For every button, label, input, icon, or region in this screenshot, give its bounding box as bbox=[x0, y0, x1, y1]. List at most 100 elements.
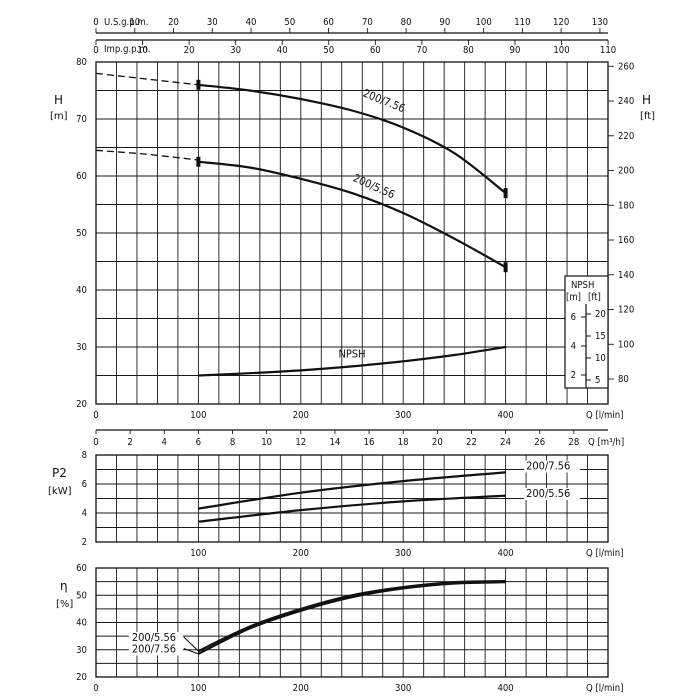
flow-lmin-tick-label: 0 bbox=[93, 410, 98, 421]
curve-extrapolation-dashed bbox=[95, 149, 199, 161]
impgpm-tick-label: 100 bbox=[553, 45, 569, 56]
flow-lmin-axis-label-1: Q [l/min] bbox=[586, 410, 624, 421]
npsh-ft-tick-label: 10 bbox=[595, 353, 606, 364]
power-tick-label: 2 bbox=[82, 537, 87, 548]
impgpm-tick-label: 0 bbox=[93, 45, 98, 56]
power-tick-label: 6 bbox=[82, 479, 87, 490]
head-chart-frame bbox=[95, 61, 609, 405]
efficiency-tick-label: 50 bbox=[76, 590, 87, 601]
efficiency-label-leader bbox=[183, 647, 199, 655]
head-ft-tick-label: 200 bbox=[618, 166, 634, 177]
usgpm-tick-label: 90 bbox=[439, 17, 450, 28]
flow-m3h-tick-label: 2 bbox=[127, 437, 132, 448]
npsh-inset: NPSH [m] [ft] 2 4 6 5 10 15 20 bbox=[564, 275, 609, 389]
usgpm-tick-label: 50 bbox=[284, 17, 295, 28]
head-ft-tick-label: 120 bbox=[618, 305, 634, 316]
efficiency-axis-unit: [%] bbox=[56, 599, 73, 610]
impgpm-tick-label: 70 bbox=[416, 45, 427, 56]
flow-lmin-axis-label-2: Q [l/min] bbox=[586, 548, 624, 559]
usgpm-tick-label: 100 bbox=[475, 17, 491, 28]
flow-lmin-tick-label: 400 bbox=[497, 683, 513, 694]
impgpm-tick-label: 50 bbox=[323, 45, 334, 56]
npsh-inset-title: NPSH bbox=[571, 280, 594, 291]
usgpm-tick-label: 30 bbox=[207, 17, 218, 28]
npsh-inset-unit-ft: [ft] bbox=[588, 292, 601, 303]
flow-lmin-tick-label: 0 bbox=[93, 683, 98, 694]
curve-200-5-56 bbox=[198, 160, 507, 269]
curve-npsh bbox=[198, 345, 506, 377]
flow-m3h-tick-label: 10 bbox=[261, 437, 272, 448]
flow-lmin-tick-label: 200 bbox=[293, 683, 309, 694]
power-chart-frame bbox=[95, 454, 609, 543]
power-curve-label: 200/5.56 bbox=[526, 487, 570, 500]
impgpm-tick-label: 10 bbox=[137, 45, 148, 56]
flow-lmin-tick-label: 100 bbox=[190, 410, 206, 421]
power-axis-label: P2 bbox=[52, 466, 67, 480]
power-tick-label: 4 bbox=[82, 508, 87, 519]
flow-lmin-tick-label: 400 bbox=[497, 548, 513, 559]
head-tick-label: 20 bbox=[76, 399, 87, 410]
efficiency-chart-frame bbox=[95, 567, 609, 678]
npsh-m-tick-label: 6 bbox=[571, 312, 576, 323]
head-axis-label: H bbox=[54, 93, 63, 107]
head-ft-tick-label: 100 bbox=[618, 339, 634, 350]
efficiency-curve-label: 200/7.56 bbox=[132, 642, 176, 655]
flow-lmin-tick-label: 200 bbox=[293, 548, 309, 559]
power-curve-label-bg bbox=[524, 460, 581, 473]
usgpm-tick-label: 60 bbox=[323, 17, 334, 28]
power-curve-200-5-56 bbox=[198, 494, 506, 523]
flow-lmin-tick-label: 100 bbox=[190, 548, 206, 559]
head-tick-label: 40 bbox=[76, 285, 87, 296]
head-tick-label: 70 bbox=[76, 114, 87, 125]
head-ft-tick-label: 260 bbox=[618, 61, 634, 72]
flow-m3h-tick-label: 28 bbox=[568, 437, 579, 448]
flow-lmin-tick-label: 200 bbox=[293, 410, 309, 421]
power-tick-label: 8 bbox=[82, 450, 87, 461]
flow-m3h-tick-label: 8 bbox=[230, 437, 235, 448]
usgpm-tick-label: 0 bbox=[93, 17, 98, 28]
efficiency-curve-200-5-56 bbox=[197, 580, 506, 653]
flow-m3h-tick-label: 6 bbox=[196, 437, 201, 448]
efficiency-curve-label: 200/5.56 bbox=[132, 631, 176, 644]
npsh-m-tick-label: 4 bbox=[571, 341, 576, 352]
head-ft-tick-label: 180 bbox=[618, 200, 634, 211]
usgpm-tick-label: 110 bbox=[514, 17, 530, 28]
curve-label-npsh: NPSH bbox=[338, 347, 365, 360]
head-axis-unit: [m] bbox=[50, 111, 68, 122]
efficiency-chart-panel: 20 30 40 50 60 η [%] 0 100 200 300 400 Q [l/min]… bbox=[56, 563, 624, 694]
head-chart-panel: U.S.g.p.m. Imp.g.p.m. 0 10 20 30 40 50 60 70 80 9… bbox=[50, 17, 655, 448]
power-chart-panel: 2 4 6 8 P2 [kW] 100 200 300 400 Q [l/min] 200/… bbox=[48, 450, 624, 559]
head-tick-label: 50 bbox=[76, 228, 87, 239]
flow-m3h-tick-label: 16 bbox=[364, 437, 375, 448]
head-ft-tick-label: 80 bbox=[618, 374, 629, 385]
curve-200-7-56 bbox=[198, 83, 507, 194]
usgpm-tick-label: 10 bbox=[129, 17, 140, 28]
head-ft-tick-label: 220 bbox=[618, 131, 634, 142]
power-curve-label: 200/7.56 bbox=[526, 460, 570, 473]
flow-lmin-tick-label: 300 bbox=[395, 683, 411, 694]
flow-m3h-tick-label: 0 bbox=[93, 437, 98, 448]
impgpm-tick-label: 20 bbox=[184, 45, 195, 56]
impgpm-tick-label: 30 bbox=[230, 45, 241, 56]
flow-lmin-tick-label: 300 bbox=[395, 548, 411, 559]
flow-m3h-tick-label: 14 bbox=[329, 437, 340, 448]
efficiency-curve-200-7-56 bbox=[197, 581, 506, 655]
flow-m3h-tick-label: 18 bbox=[398, 437, 409, 448]
usgpm-tick-label: 80 bbox=[401, 17, 412, 28]
efficiency-axis-label: η bbox=[60, 579, 68, 593]
usgpm-tick-label: 130 bbox=[592, 17, 608, 28]
head-tick-label: 80 bbox=[76, 57, 87, 68]
usgpm-axis-label: U.S.g.p.m. bbox=[104, 17, 148, 28]
usgpm-tick-label: 20 bbox=[168, 17, 179, 28]
curve-extrapolation-dashed bbox=[95, 72, 199, 86]
flow-m3h-tick-label: 4 bbox=[162, 437, 167, 448]
impgpm-tick-label: 60 bbox=[370, 45, 381, 56]
head-ft-tick-label: 140 bbox=[618, 270, 634, 281]
impgpm-tick-label: 80 bbox=[463, 45, 474, 56]
usgpm-tick-label: 40 bbox=[246, 17, 257, 28]
npsh-m-tick-label: 2 bbox=[571, 370, 576, 381]
head-ft-tick-label: 240 bbox=[618, 96, 634, 107]
npsh-ft-tick-label: 5 bbox=[595, 375, 600, 386]
flow-m3h-tick-label: 24 bbox=[500, 437, 511, 448]
